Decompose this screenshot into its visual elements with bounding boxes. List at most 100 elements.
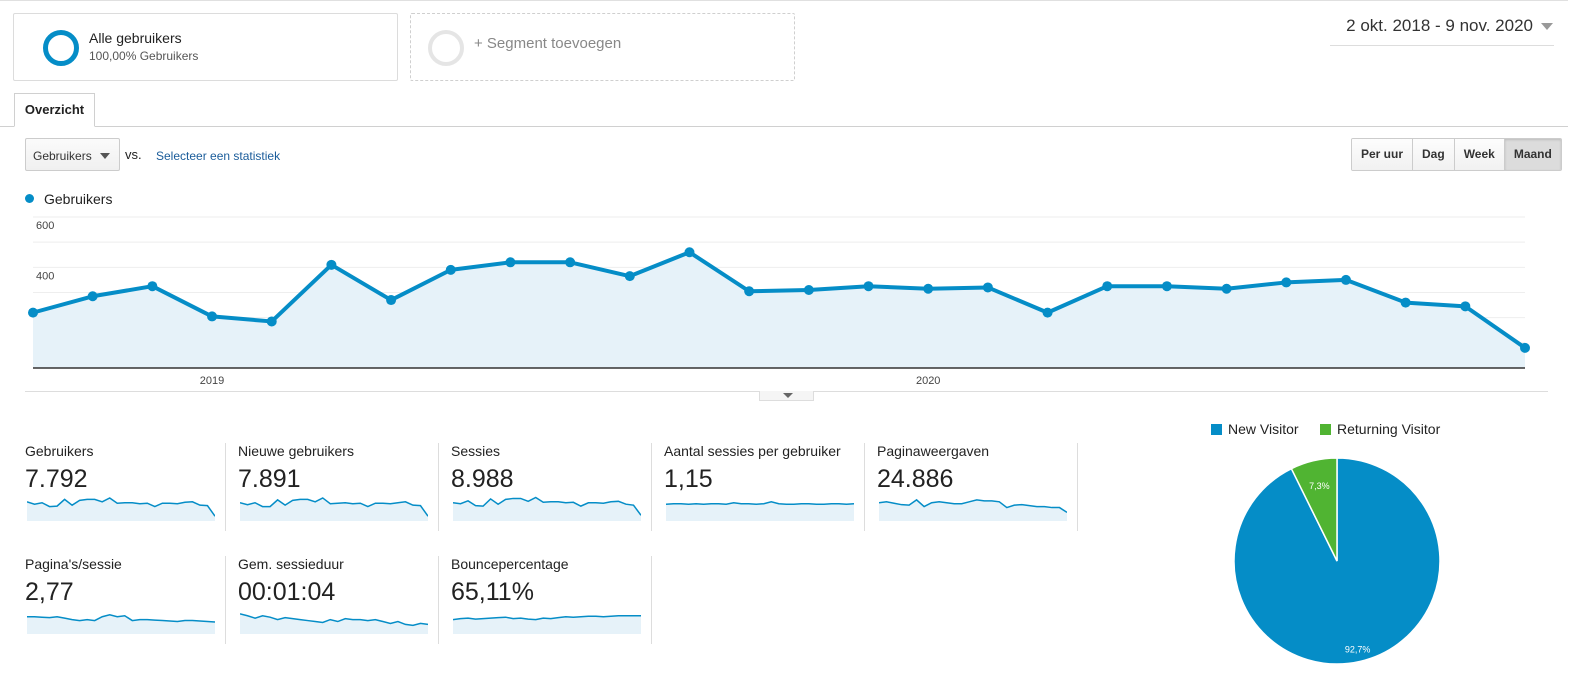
pie-legend-returning: Returning Visitor bbox=[1320, 421, 1440, 437]
per-hour-button[interactable]: Per uur bbox=[1352, 139, 1413, 170]
sparkline-line bbox=[240, 497, 428, 517]
legend-label: New Visitor bbox=[1228, 421, 1299, 437]
data-point bbox=[1281, 277, 1292, 288]
sparkline-area bbox=[453, 615, 641, 634]
chevron-down-icon bbox=[100, 153, 110, 159]
add-segment-button[interactable]: + Segment toevoegen bbox=[410, 13, 795, 81]
month-button[interactable]: Maand bbox=[1503, 139, 1561, 170]
scorecard-sessieduur[interactable]: Gem. sessieduur 00:01:04 bbox=[238, 556, 439, 644]
scorecard-label: Aantal sessies per gebruiker bbox=[664, 443, 841, 459]
pie-legend-new: New Visitor bbox=[1211, 421, 1299, 437]
pie-slice-label: 92,7% bbox=[1345, 644, 1371, 654]
data-point bbox=[744, 286, 755, 297]
segment-ring-icon bbox=[43, 30, 79, 66]
y-tick-label: 400 bbox=[36, 270, 54, 282]
scorecard-label: Pagina's/sessie bbox=[25, 556, 122, 572]
segment-subtitle: 100,00% Gebruikers bbox=[89, 49, 199, 63]
sparkline-area bbox=[27, 614, 215, 634]
sparkline bbox=[453, 496, 641, 521]
x-tick-label: 2020 bbox=[916, 375, 940, 387]
scorecard-label: Gem. sessieduur bbox=[238, 556, 344, 572]
legend-swatch bbox=[1211, 424, 1222, 435]
data-point bbox=[803, 284, 814, 295]
sparkline bbox=[879, 498, 1067, 521]
visitor-type-pie-chart: 92,7% 7,3% bbox=[1233, 457, 1441, 665]
sparkline-line bbox=[27, 614, 215, 623]
data-point bbox=[863, 281, 874, 292]
data-point bbox=[1221, 283, 1232, 294]
segment-title: Alle gebruikers bbox=[89, 30, 182, 46]
sparkline-area bbox=[666, 501, 854, 521]
data-point bbox=[266, 316, 277, 327]
date-range-picker[interactable]: 2 okt. 2018 - 9 nov. 2020 bbox=[1346, 16, 1553, 36]
legend-label: Returning Visitor bbox=[1337, 421, 1441, 437]
top-divider bbox=[0, 0, 1568, 3]
scorecard-paginaweergaven[interactable]: Paginaweergaven 24.886 bbox=[877, 443, 1078, 531]
scorecard-value: 7.792 bbox=[25, 465, 88, 493]
day-button[interactable]: Dag bbox=[1412, 139, 1454, 170]
sparkline bbox=[27, 497, 215, 521]
data-point bbox=[1102, 281, 1113, 292]
scorecard-value: 7.891 bbox=[238, 465, 301, 493]
tab-overzicht[interactable]: Overzicht bbox=[14, 93, 95, 127]
pie-slice bbox=[1290, 457, 1338, 562]
legend-swatch bbox=[1320, 424, 1331, 435]
collapse-chart-toggle[interactable] bbox=[759, 391, 814, 401]
chevron-down-icon bbox=[783, 393, 793, 398]
scorecard-label: Paginaweergaven bbox=[877, 443, 990, 459]
data-point bbox=[565, 257, 576, 268]
data-point bbox=[207, 311, 218, 322]
scorecard-value: 8.988 bbox=[451, 465, 514, 493]
data-point bbox=[147, 281, 158, 292]
scorecard-value: 1,15 bbox=[664, 465, 713, 493]
add-segment-label: + Segment toevoegen bbox=[474, 35, 622, 52]
users-area bbox=[33, 252, 1525, 368]
data-point bbox=[1520, 342, 1530, 353]
data-point bbox=[1340, 274, 1351, 285]
date-range-label: 2 okt. 2018 - 9 nov. 2020 bbox=[1346, 16, 1533, 35]
data-point bbox=[326, 259, 337, 270]
chevron-down-icon bbox=[1541, 23, 1553, 31]
data-point bbox=[1042, 307, 1053, 318]
y-tick-label: 600 bbox=[36, 220, 54, 232]
sparkline bbox=[240, 497, 428, 521]
sparkline-line bbox=[666, 501, 854, 505]
scorecard-label: Bouncepercentage bbox=[451, 556, 569, 572]
scorecard-nieuwe-gebruikers[interactable]: Nieuwe gebruikers 7.891 bbox=[238, 443, 439, 531]
select-metric-link[interactable]: Selecteer een statistiek bbox=[156, 149, 281, 163]
scorecard-bouncepercentage[interactable]: Bouncepercentage 65,11% bbox=[451, 556, 652, 644]
scorecard-value: 2,77 bbox=[25, 578, 74, 606]
sparkline-line bbox=[453, 496, 641, 516]
scorecard-value: 00:01:04 bbox=[238, 578, 336, 606]
sparkline bbox=[453, 615, 641, 634]
data-point bbox=[1460, 301, 1471, 312]
legend-label: Gebruikers bbox=[44, 191, 113, 207]
data-point bbox=[684, 247, 695, 258]
data-point bbox=[624, 271, 635, 282]
scorecard-gebruikers[interactable]: Gebruikers 7.792 bbox=[25, 443, 226, 531]
legend-dot bbox=[25, 194, 34, 203]
data-point bbox=[28, 307, 38, 318]
sparkline-area bbox=[240, 497, 428, 521]
users-line bbox=[32, 250, 1527, 350]
data-point bbox=[505, 257, 516, 268]
scorecard-paginas-per-sessie[interactable]: Pagina's/sessie 2,77 bbox=[25, 556, 226, 644]
scorecard-sessies[interactable]: Sessies 8.988 bbox=[451, 443, 652, 531]
sparkline-line bbox=[453, 615, 641, 621]
empty-segment-ring-icon bbox=[428, 30, 464, 66]
data-point bbox=[982, 282, 993, 293]
data-point bbox=[1161, 281, 1172, 292]
granularity-toggle: Per uur Dag Week Maand bbox=[1351, 138, 1562, 171]
metric-select[interactable]: Gebruikers bbox=[25, 138, 120, 171]
sparkline-area bbox=[879, 499, 1067, 521]
metric-select-label: Gebruikers bbox=[33, 149, 92, 163]
chart-legend: Gebruikers bbox=[25, 191, 112, 207]
scorecard-label: Gebruikers bbox=[25, 443, 94, 459]
scorecard-label: Nieuwe gebruikers bbox=[238, 443, 354, 459]
scorecard-label: Sessies bbox=[451, 443, 501, 459]
scorecard-sessies-per-gebruiker[interactable]: Aantal sessies per gebruiker 1,15 bbox=[664, 443, 865, 531]
segment-card-all-users[interactable]: Alle gebruikers 100,00% Gebruikers bbox=[13, 13, 398, 81]
date-range-underline bbox=[1330, 45, 1554, 46]
data-point bbox=[87, 291, 98, 302]
week-button[interactable]: Week bbox=[1453, 139, 1504, 170]
